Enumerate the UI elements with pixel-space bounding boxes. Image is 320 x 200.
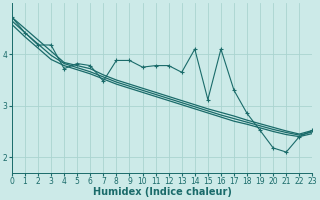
X-axis label: Humidex (Indice chaleur): Humidex (Indice chaleur) [93, 187, 232, 197]
